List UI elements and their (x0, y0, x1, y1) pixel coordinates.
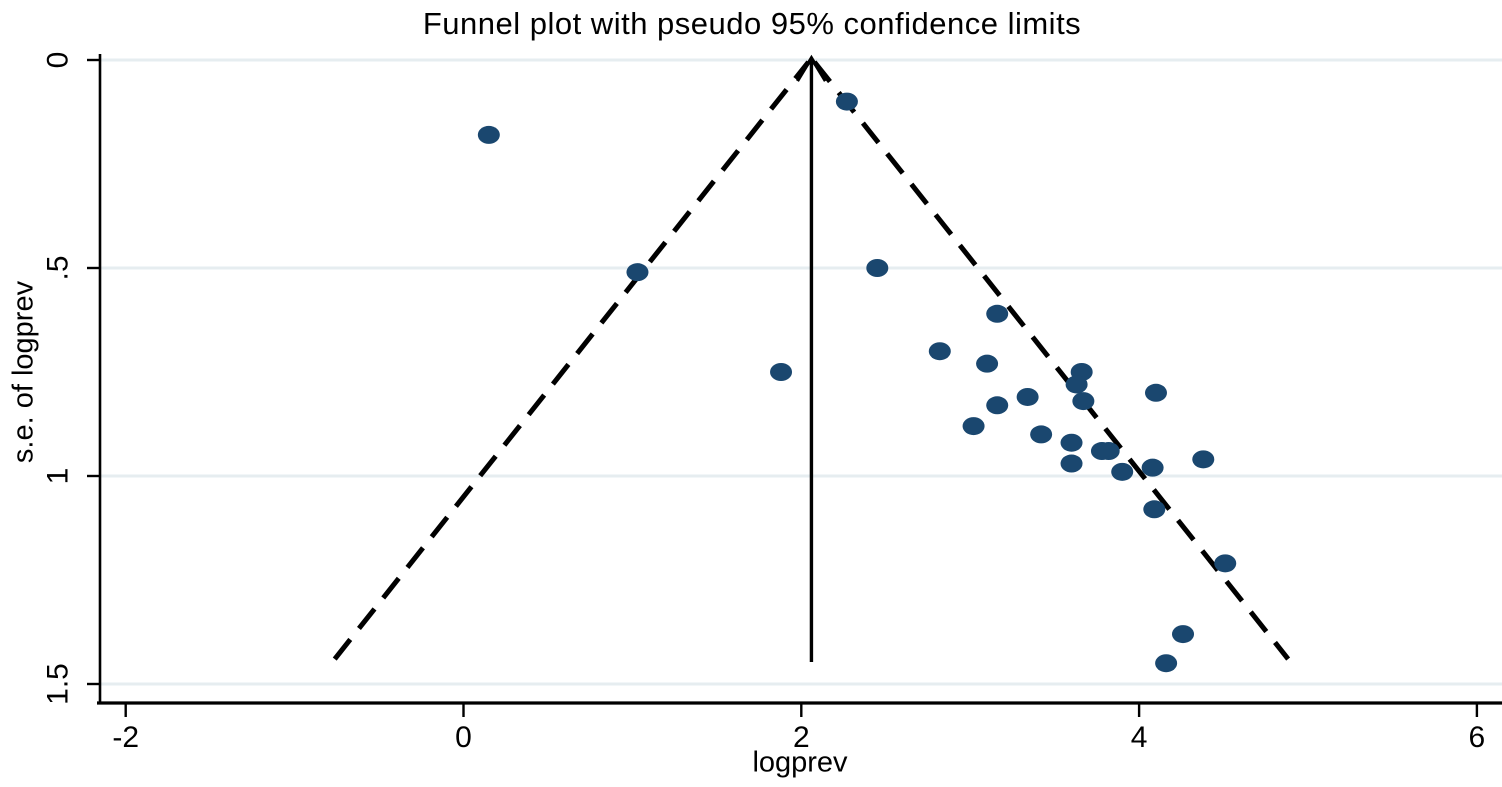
scatter-point (1060, 454, 1083, 473)
scatter-point (1143, 500, 1166, 519)
funnel-left-limit-line (332, 60, 811, 661)
x-tick-label: 2 (793, 721, 810, 754)
scatter-point (1030, 425, 1053, 444)
scatter-point (1172, 625, 1195, 644)
scatter-point (1060, 433, 1083, 452)
x-tick-label: 6 (1469, 721, 1486, 754)
scatter-point (835, 92, 858, 111)
scatter-point (976, 354, 999, 373)
chart-title: Funnel plot with pseudo 95% confidence l… (422, 6, 1082, 41)
y-tick-label: 1.5 (42, 663, 75, 705)
scatter-point (1144, 383, 1167, 402)
scatter-point (1155, 654, 1178, 673)
scatter-point (1016, 387, 1039, 406)
center-line-arrowhead-icon (795, 54, 827, 82)
scatter-point (986, 396, 1009, 415)
x-tick-label: 0 (455, 721, 472, 754)
scatter-point (928, 342, 951, 361)
funnel-right-limit-line (812, 60, 1291, 661)
scatter-point (1214, 554, 1237, 573)
scatter-point (1065, 375, 1088, 394)
y-tick-label: 0 (42, 52, 75, 69)
scatter-point (626, 263, 649, 282)
scatter-point (866, 259, 889, 277)
y-tick-label: 1 (42, 468, 75, 485)
scatter-point (1192, 450, 1215, 469)
scatter-point (1141, 458, 1164, 477)
scatter-point (986, 304, 1009, 323)
scatter-point (770, 363, 793, 381)
x-axis-title: logprev (752, 746, 848, 779)
y-tick-label: .5 (42, 255, 75, 280)
scatter-point (962, 417, 985, 436)
x-tick-label: 4 (1131, 721, 1148, 754)
scatter-point (1097, 442, 1120, 461)
x-tick-label: -2 (112, 721, 139, 754)
scatter-point (1072, 392, 1095, 411)
scatter-point (1111, 462, 1134, 481)
scatter-point (477, 125, 500, 144)
